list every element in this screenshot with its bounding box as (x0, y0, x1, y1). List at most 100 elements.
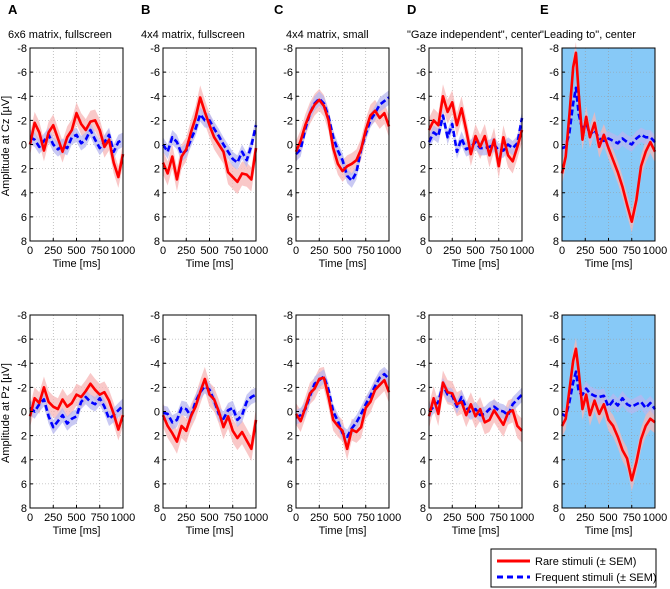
y-tick-label: 4 (287, 455, 293, 467)
y-tick-label: 2 (553, 431, 559, 443)
x-axis-label: Time [ms] (585, 525, 633, 537)
frequent-series-line (162, 384, 257, 424)
y-tick-label: -8 (150, 43, 160, 55)
x-tick-label: 0 (293, 512, 299, 524)
x-tick-label: 500 (466, 512, 484, 524)
row-label-cz: Amplitude at Cz [µV] (0, 96, 12, 197)
x-tick-label: 0 (160, 512, 166, 524)
y-tick-label: 8 (553, 503, 559, 515)
panel-letter-E: E (540, 2, 549, 17)
rare-sem-band (562, 337, 655, 492)
y-tick-label: -4 (150, 91, 160, 103)
frequent-series-line (561, 86, 656, 150)
x-tick-label: 1000 (510, 512, 534, 524)
y-tick-label: 4 (287, 188, 293, 200)
legend: Rare stimuli (± SEM) Frequent stimuli (±… (490, 548, 657, 588)
y-tick-label: -4 (549, 91, 559, 103)
frequent-sem-band (429, 108, 522, 159)
x-tick-label: 1000 (244, 512, 268, 524)
x-tick-label: 250 (443, 512, 461, 524)
y-tick-label: 8 (553, 236, 559, 248)
rare-series-line (28, 111, 125, 179)
y-tick-label: -6 (283, 334, 293, 346)
y-tick-label: 8 (21, 503, 27, 515)
y-tick-label: 0 (21, 140, 27, 152)
x-tick-label: 750 (224, 245, 242, 257)
x-tick-label: 1000 (510, 245, 534, 257)
y-tick-label: 0 (553, 140, 559, 152)
y-tick-label: 0 (21, 407, 27, 419)
x-tick-label: 500 (67, 245, 85, 257)
y-tick-label: -2 (283, 115, 293, 127)
y-tick-label: 6 (420, 212, 426, 224)
y-tick-label: 6 (21, 212, 27, 224)
frequent-sem-band (562, 364, 655, 424)
y-tick-label: -2 (283, 382, 293, 394)
panel-title-D: "Gaze independent", center (407, 29, 542, 41)
y-tick-label: -8 (17, 310, 27, 322)
x-tick-label: 500 (599, 512, 617, 524)
x-tick-label: 250 (443, 245, 461, 257)
x-tick-label: 1000 (111, 512, 135, 524)
rare-series-line (427, 94, 524, 168)
y-tick-label: 8 (154, 503, 160, 515)
y-tick-label: -4 (416, 91, 426, 103)
panel-title-B: 4x4 matrix, fullscreen (141, 29, 245, 41)
rare-series-line (427, 381, 523, 432)
x-axis-label: Time [ms] (452, 258, 500, 270)
frequent-series-line (29, 128, 124, 154)
panel-letter-B: B (141, 2, 150, 17)
y-tick-label: -4 (17, 358, 27, 370)
y-tick-label: -8 (549, 310, 559, 322)
y-tick-label: 0 (154, 140, 160, 152)
frequent-sem-band (163, 107, 256, 170)
legend-frequent-label: Frequent stimuli (± SEM) (535, 572, 657, 584)
x-tick-label: 0 (559, 512, 565, 524)
y-tick-label: -4 (549, 358, 559, 370)
panel-letter-D: D (407, 2, 416, 17)
y-tick-label: 0 (287, 140, 293, 152)
y-tick-label: 0 (420, 407, 426, 419)
frequent-series-line (427, 114, 524, 154)
frequent-sem-band (296, 366, 389, 445)
y-tick-label: 2 (154, 431, 160, 443)
y-tick-label: 0 (154, 407, 160, 419)
y-tick-label: -6 (549, 67, 559, 79)
frequent-series-line (161, 113, 258, 164)
frequent-sem-band (429, 377, 522, 423)
x-tick-label: 0 (293, 245, 299, 257)
y-tick-label: -6 (549, 334, 559, 346)
x-tick-label: 250 (576, 512, 594, 524)
frequent-sem-band (296, 90, 389, 188)
y-tick-label: -4 (283, 91, 293, 103)
y-tick-label: 6 (553, 212, 559, 224)
x-tick-label: 750 (357, 512, 375, 524)
y-tick-label: -2 (416, 115, 426, 127)
y-tick-label: -6 (150, 67, 160, 79)
rare-sem-band (163, 85, 256, 194)
x-tick-label: 1000 (111, 245, 135, 257)
x-tick-label: 250 (576, 245, 594, 257)
x-tick-label: 250 (177, 245, 195, 257)
rare-series-line (560, 347, 656, 482)
x-tick-label: 0 (27, 512, 33, 524)
y-tick-label: 4 (21, 455, 27, 467)
x-tick-label: 750 (91, 512, 109, 524)
frequent-series-line (428, 383, 523, 417)
x-tick-label: 0 (160, 245, 166, 257)
y-tick-label: 2 (420, 431, 426, 443)
y-tick-label: 8 (287, 236, 293, 248)
x-tick-label: 500 (466, 245, 484, 257)
y-tick-label: -6 (17, 67, 27, 79)
x-axis-label: Time [ms] (319, 525, 367, 537)
frequent-sem-band (30, 122, 123, 159)
y-tick-label: -8 (17, 43, 27, 55)
x-tick-label: 1000 (244, 245, 268, 257)
rare-series-line (161, 96, 258, 184)
